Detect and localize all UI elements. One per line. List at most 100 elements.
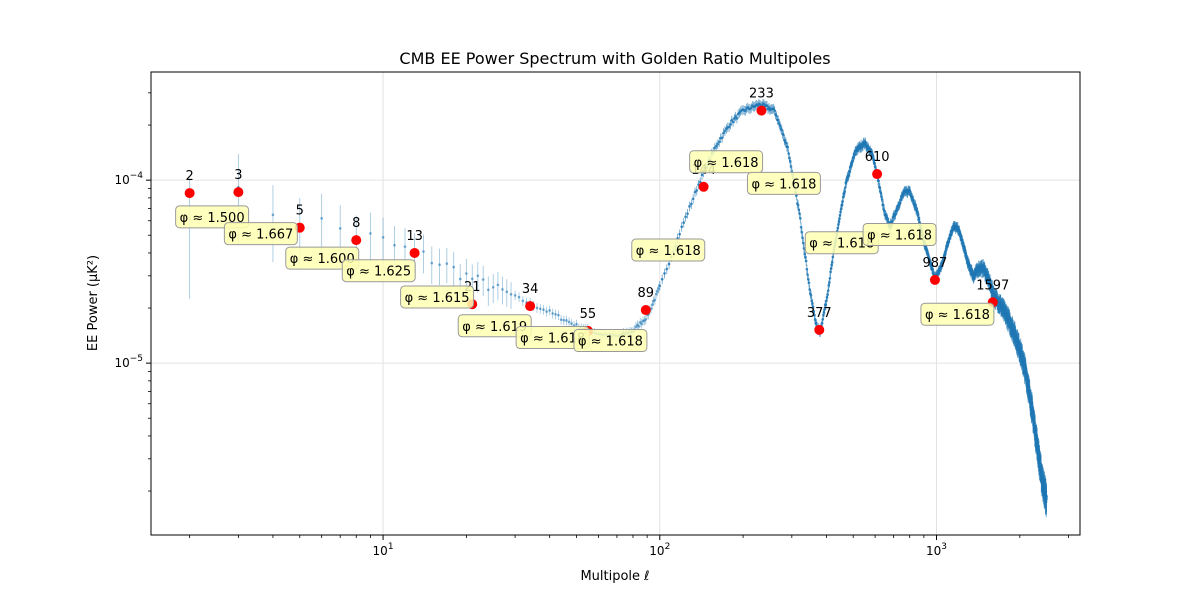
fibonacci-point: [409, 247, 420, 258]
fibonacci-point-label: 987: [923, 256, 948, 271]
spectrum-point: [542, 308, 545, 311]
fibonacci-point-label: 5: [296, 204, 304, 219]
spectrum-point: [716, 142, 720, 146]
spectrum-point: [729, 123, 732, 126]
ratio-annotation-text: φ ≈ 1.500: [180, 211, 245, 226]
spectrum-point: [723, 129, 727, 133]
spectrum-point: [567, 320, 571, 324]
ratio-annotation-text: φ ≈ 1.667: [228, 228, 293, 243]
spectrum-point: [717, 140, 721, 144]
spectrum-point: [682, 221, 685, 224]
spectrum-point: [369, 232, 372, 235]
spectrum-point: [799, 217, 802, 220]
fibonacci-point: [233, 187, 244, 198]
spectrum-point: [653, 298, 657, 302]
spectrum-point: [713, 146, 717, 150]
ratio-annotation-text: φ ≈ 1.618: [520, 332, 585, 347]
ratio-annotation: φ ≈ 1.618: [573, 328, 648, 352]
spectrum-point: [644, 318, 648, 321]
spectrum-point: [381, 236, 385, 239]
spectrum-point: [802, 247, 806, 250]
spectrum-point: [517, 295, 521, 299]
spectrum-point: [828, 276, 832, 280]
spectrum-point: [788, 159, 792, 163]
ratio-annotation: φ ≈ 1.618: [804, 231, 879, 255]
spectrum-point: [660, 277, 664, 281]
spectrum-point: [665, 267, 669, 271]
x-tick-label: 103: [926, 542, 947, 558]
spectrum-point: [476, 274, 480, 278]
spectrum-point: [430, 261, 434, 265]
spectrum-point: [545, 310, 548, 313]
ratio-annotation-text: φ ≈ 1.618: [751, 177, 816, 192]
spectrum-point: [678, 232, 681, 236]
spectrum-point: [688, 205, 691, 208]
fibonacci-point-label: 89: [638, 286, 655, 301]
fibonacci-point-label: 610: [865, 150, 890, 165]
ratio-annotation: φ ≈ 1.618: [746, 171, 821, 195]
spectrum-point: [807, 281, 811, 285]
spectrum-point: [452, 265, 456, 269]
spectrum-point: [438, 263, 441, 267]
spectrum-point: [693, 190, 697, 194]
spectrum-point: [562, 318, 566, 322]
spectrum-point: [695, 189, 699, 192]
spectrum-point: [800, 230, 804, 234]
ratio-annotation-text: φ ≈ 1.618: [694, 156, 759, 171]
spectrum-point: [809, 293, 813, 297]
ratio-annotation-text: φ ≈ 1.625: [346, 265, 411, 280]
ratio-annotation-box: [285, 246, 360, 270]
spectrum-point: [686, 212, 689, 215]
spectrum-point: [640, 322, 643, 325]
fibonacci-point: [814, 324, 825, 335]
fibonacci-point-label: 377: [807, 306, 832, 321]
fibonacci-point: [184, 188, 195, 199]
ratio-annotation-box: [573, 328, 648, 352]
spectrum-point: [481, 278, 485, 281]
spectrum-point: [403, 245, 407, 248]
fibonacci-point: [698, 181, 709, 192]
ratio-annotation-box: [341, 259, 416, 283]
spectrum-point: [445, 262, 449, 265]
spectrum-point: [554, 312, 557, 316]
spectrum-point: [470, 277, 474, 281]
ratio-annotation: φ ≈ 1.618: [920, 302, 995, 326]
spectrum-point: [667, 262, 671, 266]
spectrum-point: [513, 294, 517, 297]
ratio-annotation: φ ≈ 1.618: [515, 326, 590, 350]
spectrum-point: [744, 109, 747, 112]
spectrum-point: [734, 115, 737, 118]
y-tick-label: 10−5: [114, 354, 143, 370]
ratio-annotation-box: [920, 302, 995, 326]
spectrum-point: [559, 318, 563, 321]
y-tick-label: 10−4: [114, 171, 143, 187]
spectrum-point: [557, 313, 560, 317]
spectrum-point: [690, 202, 693, 206]
spectrum-point: [320, 217, 323, 220]
spectrum-point: [727, 125, 731, 129]
spectrum-point: [663, 272, 666, 275]
fibonacci-point-label: 3: [234, 168, 242, 183]
spectrum-point: [786, 145, 790, 149]
ratio-annotation: φ ≈ 1.618: [862, 222, 937, 246]
spectrum-point: [539, 307, 542, 311]
x-axis-label: Multipole ℓ: [580, 569, 649, 584]
spectrum-point: [691, 197, 695, 201]
ratio-annotation-text: φ ≈ 1.618: [925, 308, 990, 323]
fibonacci-point-label: 13: [406, 229, 423, 244]
spectrum-point: [548, 309, 551, 312]
ratio-annotation-text: φ ≈ 1.618: [636, 244, 701, 259]
ratio-annotation-text: φ ≈ 1.618: [867, 228, 932, 243]
spectrum-point: [393, 243, 396, 247]
spectrum-point: [714, 144, 718, 148]
ratio-annotation: φ ≈ 1.615: [400, 285, 475, 309]
fibonacci-point-label: 8: [352, 216, 360, 231]
spectrum-point: [657, 287, 660, 290]
spectrum-point: [658, 284, 662, 288]
ratio-annotation-box: [631, 238, 706, 262]
spectrum-point: [735, 117, 739, 120]
spectrum-point: [804, 259, 808, 263]
spectrum-point: [570, 322, 573, 325]
spectrum-point: [720, 136, 724, 140]
